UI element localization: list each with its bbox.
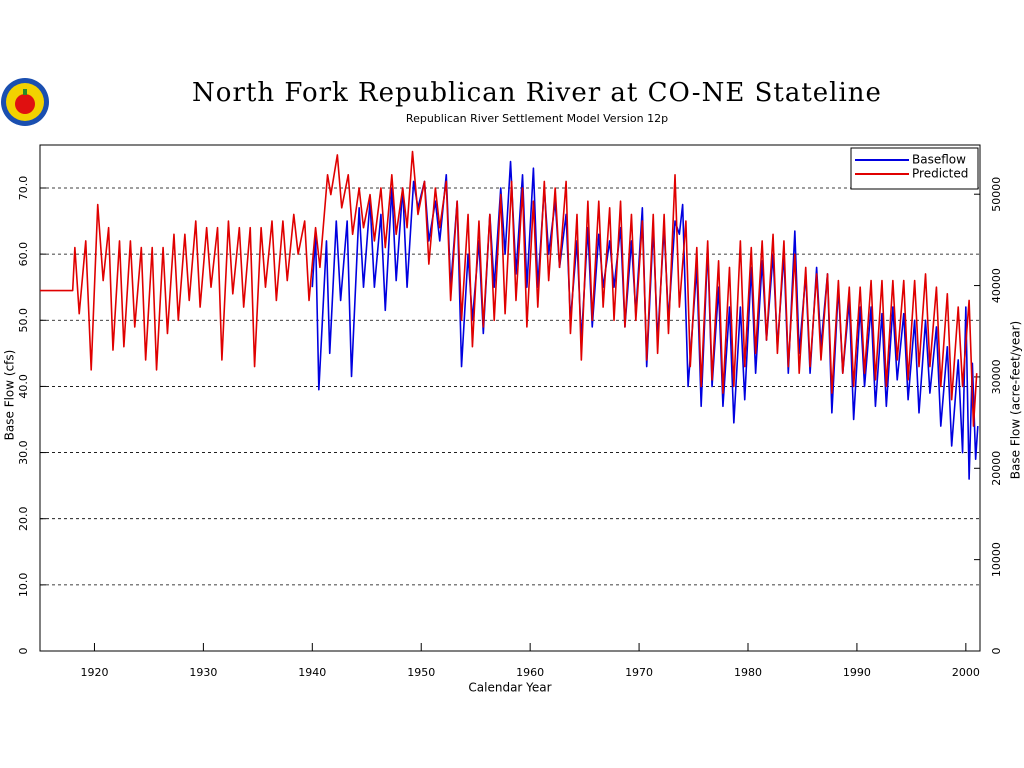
y-tick-label: 30.0 bbox=[17, 440, 30, 465]
y2-axis-title: Base Flow (acre-feet/year) bbox=[1009, 321, 1023, 479]
y2-tick-label: 30000 bbox=[990, 359, 1003, 394]
y2-tick-label: 40000 bbox=[990, 268, 1003, 303]
y-tick-label: 70.0 bbox=[17, 176, 30, 201]
y-tick-label: 50.0 bbox=[17, 308, 30, 333]
y2-tick-label: 20000 bbox=[990, 451, 1003, 486]
logo bbox=[1, 78, 49, 126]
x-tick-label: 1990 bbox=[843, 666, 871, 679]
y2-tick-label: 0 bbox=[990, 648, 1003, 655]
y-axis-title: Base Flow (cfs) bbox=[3, 350, 17, 441]
y-tick-label: 20.0 bbox=[17, 506, 30, 531]
legend-label: Baseflow bbox=[912, 153, 966, 167]
x-tick-label: 1920 bbox=[80, 666, 108, 679]
x-tick-label: 1960 bbox=[516, 666, 544, 679]
x-tick-label: 1940 bbox=[298, 666, 326, 679]
y2-tick-label: 50000 bbox=[990, 177, 1003, 212]
y-tick-label: 0 bbox=[17, 648, 30, 655]
plot-frame bbox=[39, 144, 981, 652]
legend-box bbox=[850, 147, 979, 190]
chart-subtitle: Republican River Settlement Model Versio… bbox=[406, 112, 668, 125]
x-axis-title: Calendar Year bbox=[468, 681, 551, 695]
x-tick-label: 2000 bbox=[952, 666, 980, 679]
logo-leaf bbox=[23, 89, 27, 95]
chart-title: North Fork Republican River at CO-NE Sta… bbox=[192, 78, 882, 108]
x-tick-label: 1950 bbox=[407, 666, 435, 679]
y-tick-label: 60.0 bbox=[17, 242, 30, 267]
legend-label: Predicted bbox=[912, 167, 968, 181]
x-tick-label: 1970 bbox=[625, 666, 653, 679]
logo-apple bbox=[15, 94, 35, 114]
y-tick-label: 10.0 bbox=[17, 573, 30, 598]
series-line bbox=[40, 150, 978, 427]
y2-tick-label: 10000 bbox=[990, 542, 1003, 577]
x-tick-label: 1980 bbox=[734, 666, 762, 679]
x-tick-label: 1930 bbox=[189, 666, 217, 679]
y-tick-label: 40.0 bbox=[17, 374, 30, 399]
